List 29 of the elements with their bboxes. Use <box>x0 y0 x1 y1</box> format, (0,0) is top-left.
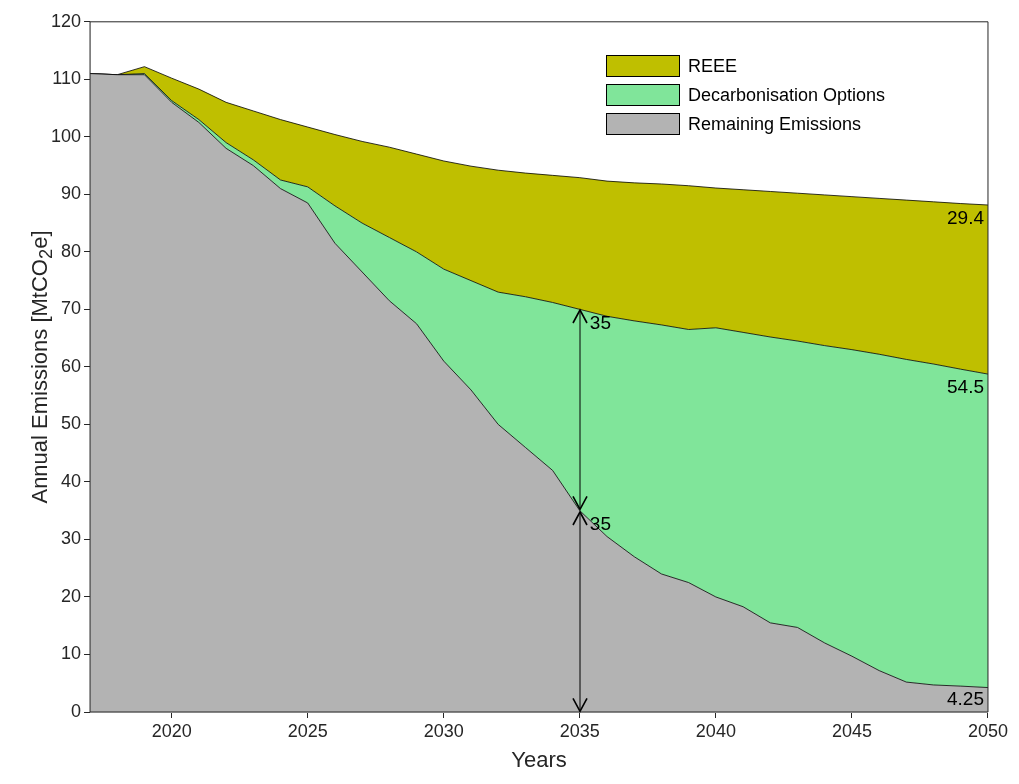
legend-label: REEE <box>687 55 737 77</box>
y-tick-label: 110 <box>52 68 82 89</box>
y-tick-label: 40 <box>61 470 82 491</box>
data-label: 35 <box>589 311 611 333</box>
x-axis-title: Years <box>511 746 567 772</box>
x-tick-label: 2040 <box>695 720 736 741</box>
y-tick-label: 0 <box>71 700 82 721</box>
legend-label: Remaining Emissions <box>687 113 862 135</box>
y-tick-label: 100 <box>50 125 82 146</box>
legend-label: Decarbonisation Options <box>687 84 886 106</box>
x-tick-label: 2020 <box>151 720 192 741</box>
y-tick-label: 60 <box>61 355 82 376</box>
x-tick-label: 2035 <box>559 720 600 741</box>
y-tick-label: 120 <box>50 10 82 31</box>
y-tick-label: 20 <box>61 585 82 606</box>
y-tick-label: 30 <box>61 528 82 549</box>
x-tick-label: 2025 <box>287 720 328 741</box>
y-tick-label: 50 <box>61 413 82 434</box>
y-tick-label: 90 <box>61 183 82 204</box>
y-tick-label: 70 <box>61 298 82 319</box>
x-tick-label: 2050 <box>967 720 1008 741</box>
data-label: 35 <box>589 512 611 534</box>
y-tick-label: 10 <box>61 643 82 664</box>
x-tick-label: 2045 <box>831 720 872 741</box>
data-label: 4.25 <box>946 688 984 710</box>
data-label: 29.4 <box>946 207 985 229</box>
x-tick-label: 2030 <box>423 720 464 741</box>
y-tick-label: 80 <box>61 240 82 261</box>
data-label: 54.5 <box>946 376 984 398</box>
